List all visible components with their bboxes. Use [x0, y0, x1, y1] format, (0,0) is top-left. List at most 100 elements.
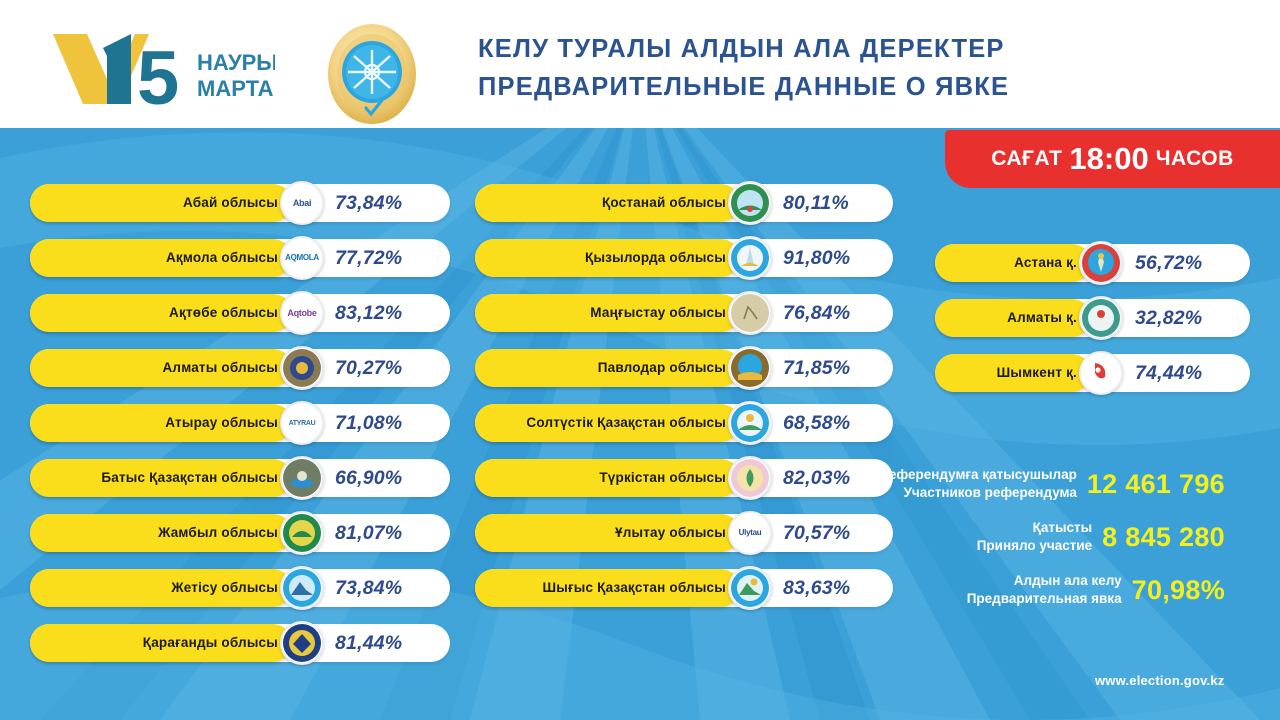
- region-row[interactable]: Алматы облысы 70,27%: [30, 346, 450, 390]
- city-turnout-value: 56,72%: [1135, 252, 1203, 274]
- row-yellow-background: [475, 569, 740, 607]
- region-row[interactable]: Атырау облысы ATYRAU 71,08%: [30, 401, 450, 445]
- row-yellow-background: [30, 239, 292, 277]
- region-row[interactable]: Абай облысы Abai 73,84%: [30, 181, 450, 225]
- pavlodar-emblem: [728, 346, 772, 390]
- region-row[interactable]: Шығыс Қазақстан облысы 83,63%: [475, 566, 893, 610]
- turkistan-emblem: [728, 456, 772, 500]
- region-turnout-value: 82,03%: [783, 467, 851, 489]
- summary-value: 8 845 280: [1102, 521, 1225, 552]
- website-url[interactable]: www.election.gov.kz: [1095, 673, 1225, 688]
- region-row[interactable]: Жетісу облысы 73,84%: [30, 566, 450, 610]
- region-turnout-value: 77,72%: [335, 247, 403, 269]
- region-name: Қарағанды облысы: [142, 635, 278, 650]
- region-turnout-value: 80,11%: [783, 192, 849, 214]
- region-row[interactable]: Павлодар облысы 71,85%: [475, 346, 893, 390]
- summary-label-ru: Приняло участие: [976, 538, 1093, 553]
- region-name: Жамбыл облысы: [158, 525, 278, 540]
- region-turnout-value: 71,85%: [783, 357, 851, 379]
- region-name: Павлодар облысы: [597, 360, 726, 375]
- row-yellow-background: [475, 459, 740, 497]
- summary-labels: Алдын ала келу Предварительная явка: [967, 572, 1122, 608]
- region-row[interactable]: Қостанай облысы 80,11%: [475, 181, 893, 225]
- region-turnout-value: 83,12%: [335, 302, 403, 324]
- region-turnout-value: 71,08%: [335, 412, 403, 434]
- row-yellow-background: [30, 514, 292, 552]
- region-name: Қызылорда облысы: [585, 250, 726, 265]
- aqtobe-emblem: Aqtobe: [280, 291, 324, 335]
- region-turnout-value: 66,90%: [335, 467, 403, 489]
- city-column-right: Астана қ. 56,72% Алматы қ. 32,82% Шымкен…: [935, 241, 1250, 409]
- summary-item-voted: Қатысты Приняло участие 8 845 280: [880, 519, 1225, 555]
- row-yellow-background: [30, 624, 292, 662]
- summary-item-participants: Референдумға қатысушылар Участников рефе…: [880, 466, 1225, 502]
- region-name: Атырау облысы: [165, 415, 278, 430]
- almaty-city-emblem: [1079, 296, 1123, 340]
- region-turnout-value: 91,80%: [783, 247, 851, 269]
- region-turnout-value: 83,63%: [783, 577, 851, 599]
- city-turnout-value: 74,44%: [1135, 362, 1203, 384]
- region-name: Абай облысы: [182, 195, 278, 210]
- summary-label-ru: Предварительная явка: [966, 591, 1122, 606]
- region-name: Маңғыстау облысы: [590, 305, 726, 320]
- region-row[interactable]: Солтүстік Қазақстан облысы 68,58%: [475, 401, 893, 445]
- region-turnout-value: 70,57%: [783, 522, 851, 544]
- region-row[interactable]: Түркістан облысы 82,03%: [475, 456, 893, 500]
- west-kazakhstan-emblem: [280, 456, 324, 500]
- row-yellow-background: [30, 184, 292, 222]
- region-row[interactable]: Батыс Қазақстан облысы 66,90%: [30, 456, 450, 500]
- time-badge-label-ru: ЧАСОВ: [1155, 147, 1234, 170]
- region-row[interactable]: Ақмола облысы AQMOLA 77,72%: [30, 236, 450, 280]
- svg-text:НАУРЫЗ: НАУРЫЗ: [197, 50, 275, 75]
- header-title-block: КЕЛУ ТУРАЛЫ АЛДЫН АЛА ДЕРЕКТЕР ПРЕДВАРИТ…: [478, 30, 1158, 106]
- zhambyl-emblem: [280, 511, 324, 555]
- row-yellow-background: [935, 354, 1091, 392]
- row-yellow-background: [935, 299, 1091, 337]
- abai-emblem: Abai: [280, 181, 324, 225]
- region-row[interactable]: Ақтөбе облысы Aqtobe 83,12%: [30, 291, 450, 335]
- region-name: Жетісу облысы: [171, 580, 278, 595]
- shymkent-emblem: [1079, 351, 1123, 395]
- logo-15-graphic: 5 НАУРЫЗ МАРТА: [53, 34, 275, 108]
- row-yellow-background: [935, 244, 1091, 282]
- region-name: Шығыс Қазақстан облысы: [542, 580, 726, 595]
- summary-labels: Қатысты Приняло участие: [977, 519, 1092, 555]
- city-name: Алматы қ.: [1007, 310, 1077, 325]
- region-turnout-value: 70,27%: [335, 357, 403, 379]
- row-yellow-background: [475, 404, 740, 442]
- region-row[interactable]: Жамбыл облысы 81,07%: [30, 511, 450, 555]
- campaign-logo-15-march: 5 НАУРЫЗ МАРТА: [45, 26, 275, 108]
- region-row[interactable]: Қызылорда облысы 91,80%: [475, 236, 893, 280]
- time-badge-label-kk: САҒАТ: [991, 147, 1063, 170]
- row-yellow-background: [475, 239, 740, 277]
- row-yellow-background: [30, 294, 292, 332]
- region-row[interactable]: Қарағанды облысы 81,44%: [30, 621, 450, 665]
- row-yellow-background: [475, 349, 740, 387]
- region-column-middle: Қостанай облысы 80,11% Қызылорда облысы …: [475, 181, 893, 624]
- aqmola-emblem: AQMOLA: [280, 236, 324, 280]
- astana-emblem: [1079, 241, 1123, 285]
- summary-block: Референдумға қатысушылар Участников рефе…: [880, 466, 1225, 625]
- region-name: Ақмола облысы: [165, 250, 278, 265]
- city-name: Астана қ.: [1014, 255, 1077, 270]
- city-row[interactable]: Астана қ. 56,72%: [935, 241, 1250, 285]
- zhetisu-emblem: [280, 566, 324, 610]
- city-row[interactable]: Алматы қ. 32,82%: [935, 296, 1250, 340]
- region-name: Қостанай облысы: [601, 195, 726, 210]
- ulytau-emblem: Ulytau: [728, 511, 772, 555]
- region-turnout-value: 68,58%: [783, 412, 851, 434]
- summary-value: 70,98%: [1131, 574, 1225, 605]
- region-row[interactable]: Маңғыстау облысы 76,84%: [475, 291, 893, 335]
- city-row[interactable]: Шымкент қ. 74,44%: [935, 351, 1250, 395]
- atyrau-emblem: ATYRAU: [280, 401, 324, 445]
- summary-labels: Референдумға қатысушылар Участников рефе…: [880, 466, 1077, 502]
- region-turnout-value: 81,07%: [335, 522, 403, 544]
- region-name: Ақтөбе облысы: [169, 305, 278, 320]
- region-name: Солтүстік Қазақстан облысы: [526, 415, 726, 430]
- region-row[interactable]: Ұлытау облысы Ulytau 70,57%: [475, 511, 893, 555]
- city-name: Шымкент қ.: [996, 365, 1077, 380]
- row-yellow-background: [475, 184, 740, 222]
- svg-text:МАРТА: МАРТА: [197, 76, 274, 101]
- time-badge-hour: 18:00: [1069, 141, 1149, 176]
- page-title-kk: КЕЛУ ТУРАЛЫ АЛДЫН АЛА ДЕРЕКТЕР: [478, 35, 1005, 63]
